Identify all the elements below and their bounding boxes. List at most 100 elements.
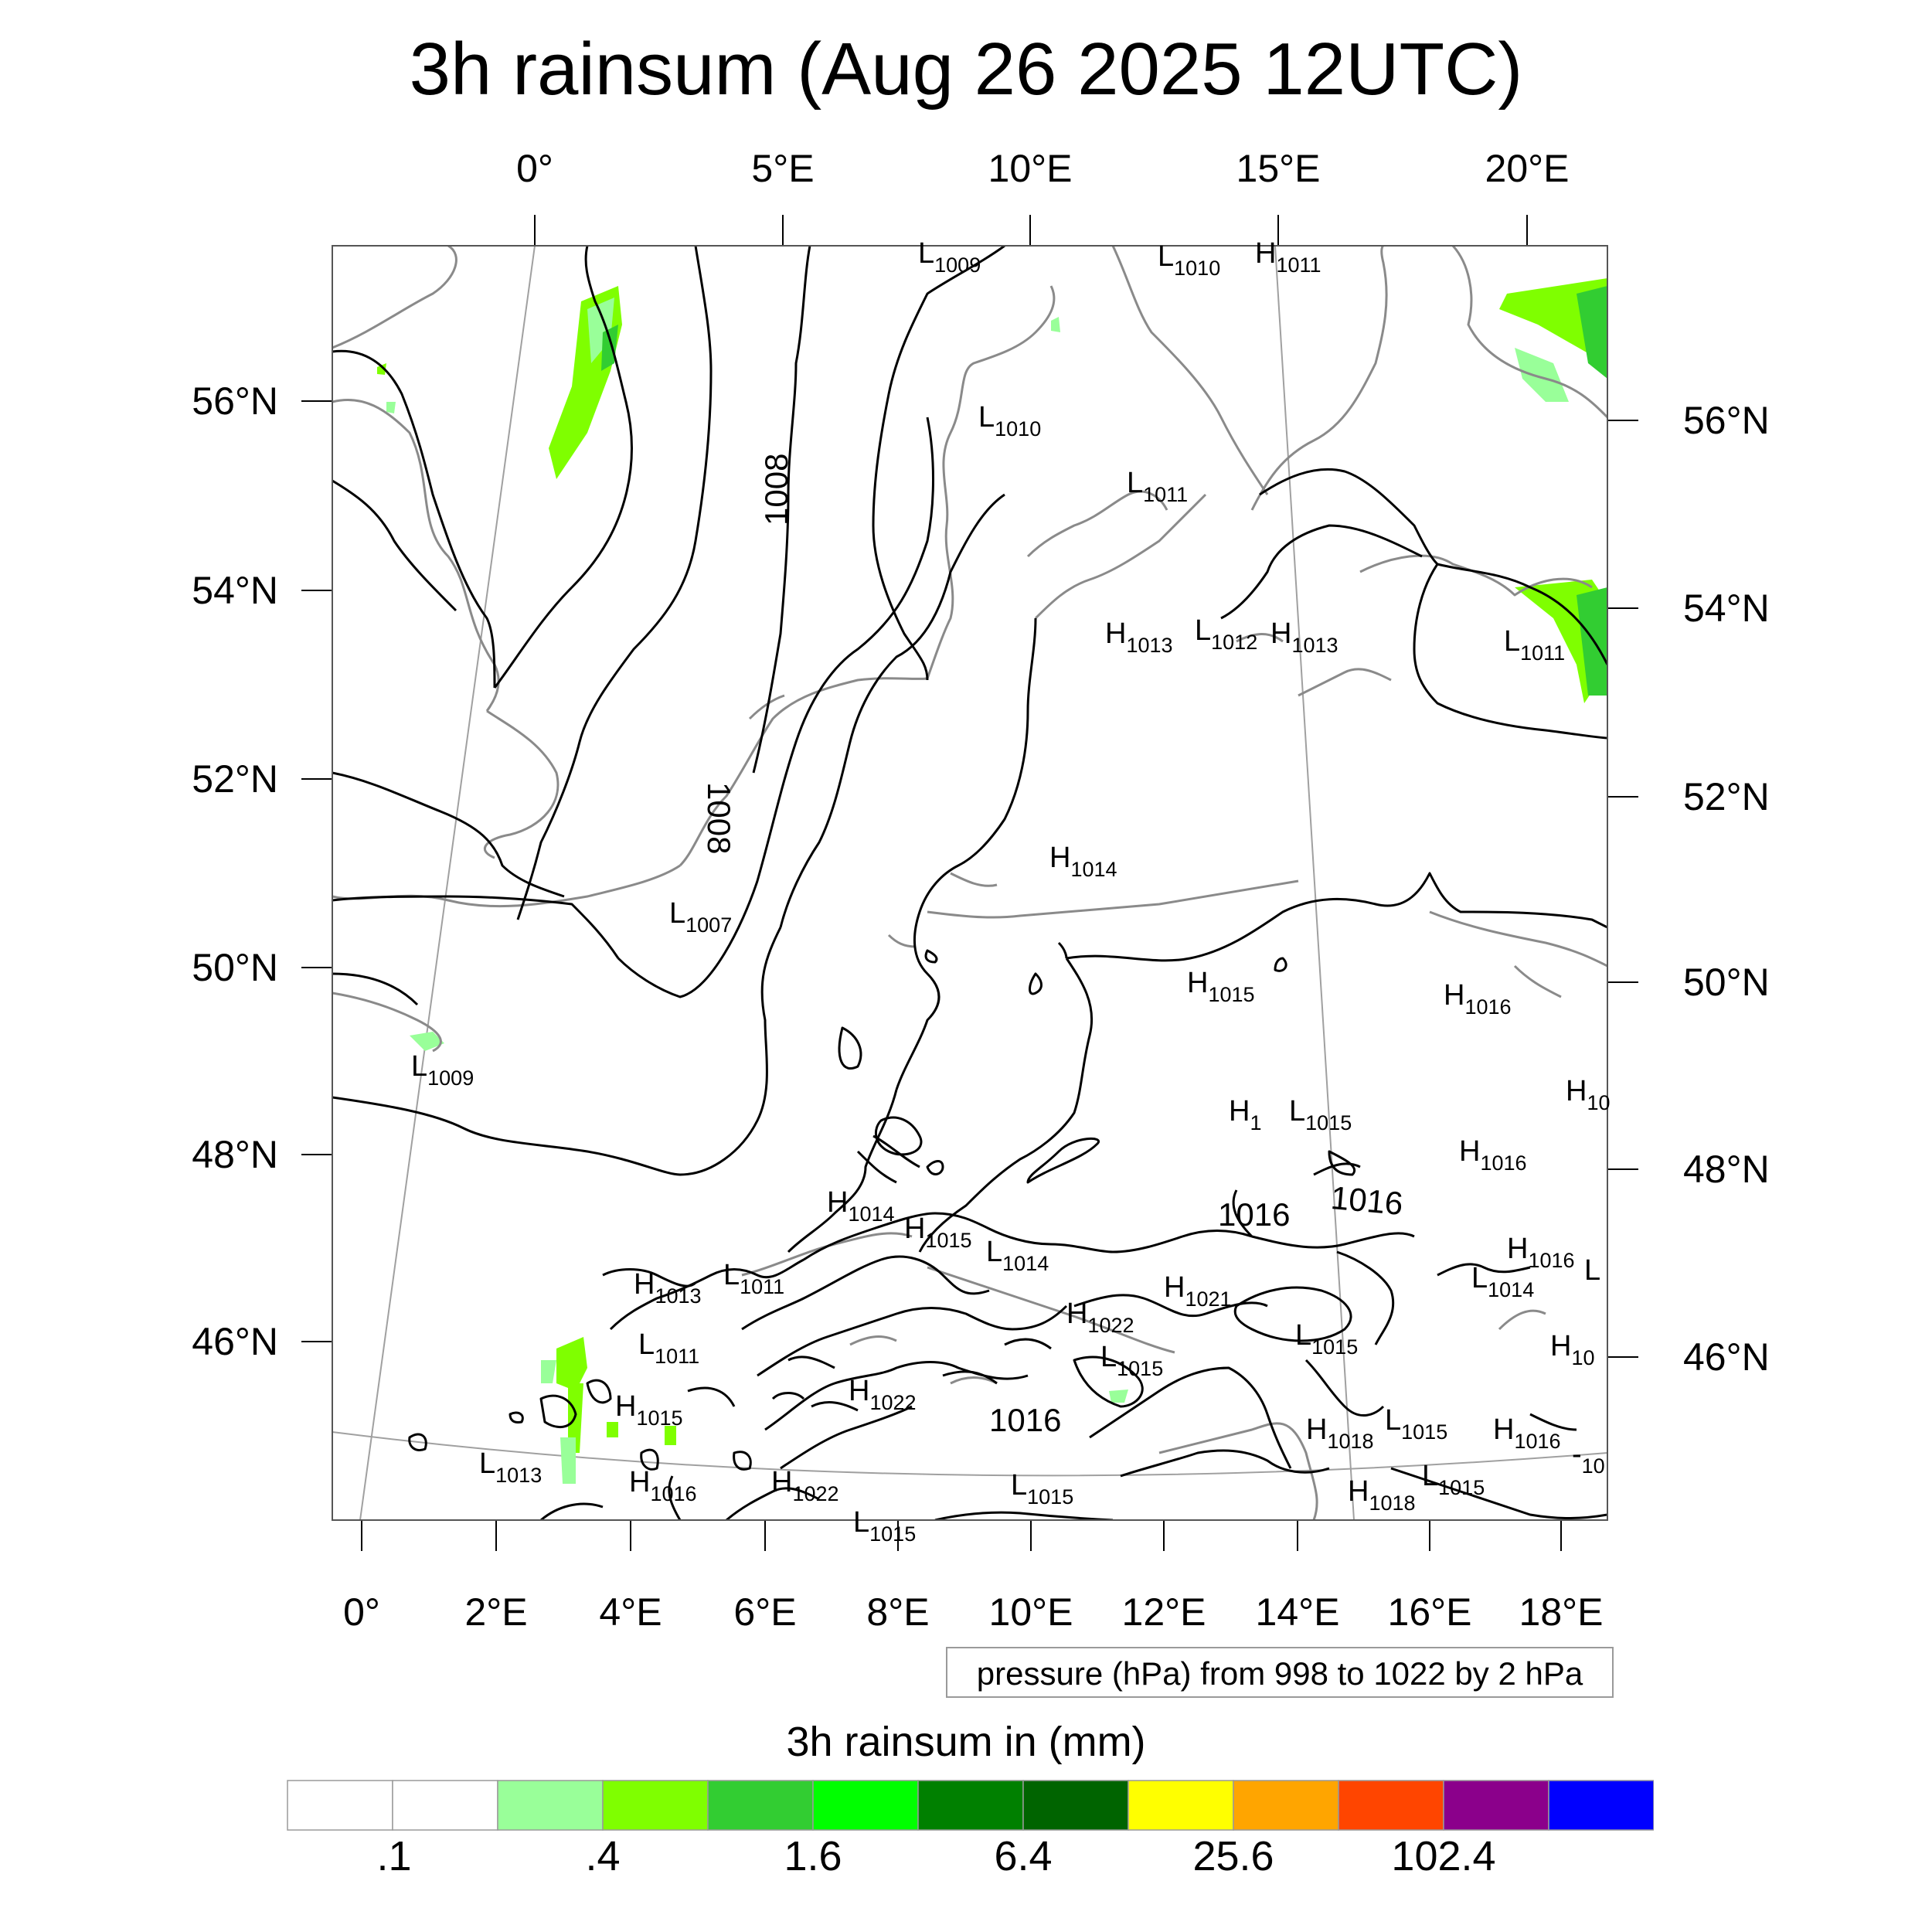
pressure-label: L xyxy=(1584,1254,1601,1287)
pressure-label: H1013 xyxy=(1105,617,1173,657)
pressure-label: H1014 xyxy=(1049,842,1117,881)
pressure-label: L1015 xyxy=(1100,1341,1164,1380)
colorbar-cell xyxy=(1338,1780,1444,1831)
lat-label-left: 52°N xyxy=(192,757,278,801)
pressure-legend-note: pressure (hPa) from 998 to 1022 by 2 hPa xyxy=(946,1647,1614,1698)
pressure-label: H1021 xyxy=(1164,1271,1232,1311)
pressure-label: L1009 xyxy=(411,1050,474,1090)
colorbar-cell xyxy=(707,1780,814,1831)
lon-label-bottom: 18°E xyxy=(1519,1590,1604,1634)
pressure-label: H1016 xyxy=(1459,1135,1527,1175)
pressure-label: L1014 xyxy=(1471,1262,1535,1301)
isobars xyxy=(332,246,1607,1520)
colorbar-label: 25.6 xyxy=(1192,1833,1274,1879)
pressure-label: H1014 xyxy=(827,1186,895,1226)
pressure-label: L1007 xyxy=(669,897,733,937)
lat-label-right: 52°N xyxy=(1683,775,1770,818)
colorbar-cell xyxy=(1128,1780,1234,1831)
colorbar-cell xyxy=(1022,1780,1129,1831)
pressure-label: L1010 xyxy=(978,401,1042,440)
lat-label-right: 54°N xyxy=(1683,587,1770,630)
lon-label-top: 15°E xyxy=(1236,147,1321,190)
isobar-label: 1016 xyxy=(1329,1179,1405,1222)
lon-label-top: 5°E xyxy=(751,147,815,190)
pressure-label: H1015 xyxy=(615,1390,683,1430)
pressure-label: L1011 xyxy=(1504,625,1566,665)
pressure-label: H1 xyxy=(1229,1095,1262,1134)
lon-label-bottom: 6°E xyxy=(733,1590,797,1634)
lat-label-left: 54°N xyxy=(192,569,278,612)
pressure-label: -10 xyxy=(1572,1438,1605,1478)
lon-label-top: 10°E xyxy=(988,147,1073,190)
pressure-label: H1016 xyxy=(1444,979,1512,1019)
lat-label-left: 48°N xyxy=(192,1133,278,1176)
colorbar-label: .4 xyxy=(585,1833,621,1879)
colorbar-label: .1 xyxy=(376,1833,412,1879)
tick-marks xyxy=(301,215,1638,1551)
pressure-label: H1015 xyxy=(1187,967,1255,1006)
rain-shading xyxy=(377,278,1607,1484)
colorbar-cell xyxy=(287,1780,393,1831)
pressure-label: H1018 xyxy=(1348,1475,1416,1515)
pressure-label: H10 xyxy=(1550,1330,1595,1369)
lon-label-bottom: 0° xyxy=(343,1590,380,1634)
pressure-label: L1009 xyxy=(918,237,981,277)
pressure-label: L1012 xyxy=(1195,614,1258,654)
lat-label-left: 46°N xyxy=(192,1320,278,1363)
pressure-label: H1022 xyxy=(771,1466,839,1505)
colorbar-label: 102.4 xyxy=(1391,1833,1496,1879)
lat-label-right: 48°N xyxy=(1683,1148,1770,1191)
colorbar-cell xyxy=(392,1780,498,1831)
colorbar-cell xyxy=(1443,1780,1549,1831)
colorbar-cell xyxy=(1548,1780,1654,1831)
isobar-label: 1008 xyxy=(758,453,794,526)
map-frame xyxy=(332,245,1608,1521)
lat-label-right: 50°N xyxy=(1683,961,1770,1004)
lat-label-left: 50°N xyxy=(192,946,278,989)
pressure-label: L1011 xyxy=(638,1328,700,1368)
colorbar-label: 6.4 xyxy=(994,1833,1053,1879)
colorbar-cell xyxy=(602,1780,709,1831)
pressure-label: H1015 xyxy=(904,1213,972,1252)
lat-label-right: 46°N xyxy=(1683,1335,1770,1379)
pressure-label: H1022 xyxy=(849,1375,917,1414)
colorbar xyxy=(287,1780,1654,1831)
pressure-label: L1010 xyxy=(1158,240,1221,280)
pressure-label: L1015 xyxy=(1011,1469,1074,1509)
pressure-label: H1016 xyxy=(1493,1413,1561,1453)
pressure-label: L1015 xyxy=(1289,1095,1352,1134)
pressure-label: H10 xyxy=(1566,1075,1611,1114)
pressure-label: L1015 xyxy=(853,1506,917,1546)
pressure-label: L1015 xyxy=(1422,1460,1485,1499)
lon-label-bottom: 4°E xyxy=(599,1590,662,1634)
pressure-label: L1011 xyxy=(1127,467,1189,506)
pressure-label: H1013 xyxy=(634,1268,702,1308)
pressure-label: H1018 xyxy=(1306,1413,1374,1453)
pressure-label: H1022 xyxy=(1066,1298,1134,1337)
isobar-label: 1016 xyxy=(989,1402,1062,1438)
pressure-label: H1016 xyxy=(1507,1233,1575,1272)
lon-label-top: 0° xyxy=(516,147,553,190)
coastlines xyxy=(332,246,1607,1520)
pressure-label: H1016 xyxy=(629,1466,697,1505)
isobar-label: 1008 xyxy=(701,782,737,855)
pressure-label: H1011 xyxy=(1255,237,1321,277)
map-title: 3h rainsum (Aug 26 2025 12UTC) xyxy=(409,28,1523,111)
pressure-label: L1013 xyxy=(479,1447,543,1487)
lat-label-left: 56°N xyxy=(192,379,278,423)
lon-label-bottom: 8°E xyxy=(866,1590,930,1634)
pressure-label: L1015 xyxy=(1295,1319,1359,1359)
lon-label-bottom: 12°E xyxy=(1121,1590,1206,1634)
lon-label-bottom: 2°E xyxy=(464,1590,528,1634)
colorbar-cell xyxy=(812,1780,919,1831)
pressure-label: H1013 xyxy=(1270,617,1338,657)
isobar-label: 1016 xyxy=(1218,1196,1291,1233)
colorbar-cell xyxy=(1233,1780,1339,1831)
lon-label-top: 20°E xyxy=(1485,147,1570,190)
colorbar-cell xyxy=(497,1780,604,1831)
colorbar-title: 3h rainsum in (mm) xyxy=(786,1719,1146,1765)
colorbar-cell xyxy=(917,1780,1024,1831)
lon-label-bottom: 14°E xyxy=(1255,1590,1340,1634)
